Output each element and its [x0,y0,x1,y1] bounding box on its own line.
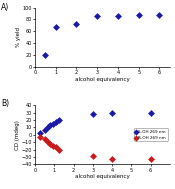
Y-axis label: % yield: % yield [16,27,21,47]
S-OH 269 nm [49,124,52,127]
S-OH 269 nm [111,111,113,114]
Point [54,25,57,28]
Point [158,13,161,16]
S-OH 269 nm [149,111,152,114]
Point [117,14,119,17]
R-OH 269 nm [58,148,61,151]
X-axis label: alcohol equivalency: alcohol equivalency [75,174,130,179]
S-OH 269 nm [58,119,61,122]
S-OH 269 nm [91,113,94,116]
Y-axis label: CD (mdeg): CD (mdeg) [15,120,20,150]
R-OH 269 nm [43,138,46,141]
X-axis label: alcohol equivalency: alcohol equivalency [75,77,130,82]
S-OH 269 nm [43,129,46,132]
Point [96,15,99,18]
R-OH 269 nm [55,146,58,149]
Point [137,14,140,17]
Point [75,22,78,25]
R-OH 269 nm [49,143,52,146]
Text: A): A) [1,3,10,12]
Text: B): B) [1,99,9,108]
S-OH 269 nm [38,131,41,134]
Legend: S-OH 269 nm, R-OH 269 nm: S-OH 269 nm, R-OH 269 nm [134,128,168,141]
R-OH 269 nm [149,157,152,160]
S-OH 269 nm [55,121,58,124]
Point [44,53,47,57]
R-OH 269 nm [91,154,94,157]
R-OH 269 nm [46,141,49,144]
R-OH 269 nm [111,158,113,161]
S-OH 269 nm [46,126,49,129]
S-OH 269 nm [52,122,55,125]
R-OH 269 nm [52,144,55,147]
R-OH 269 nm [38,136,41,139]
